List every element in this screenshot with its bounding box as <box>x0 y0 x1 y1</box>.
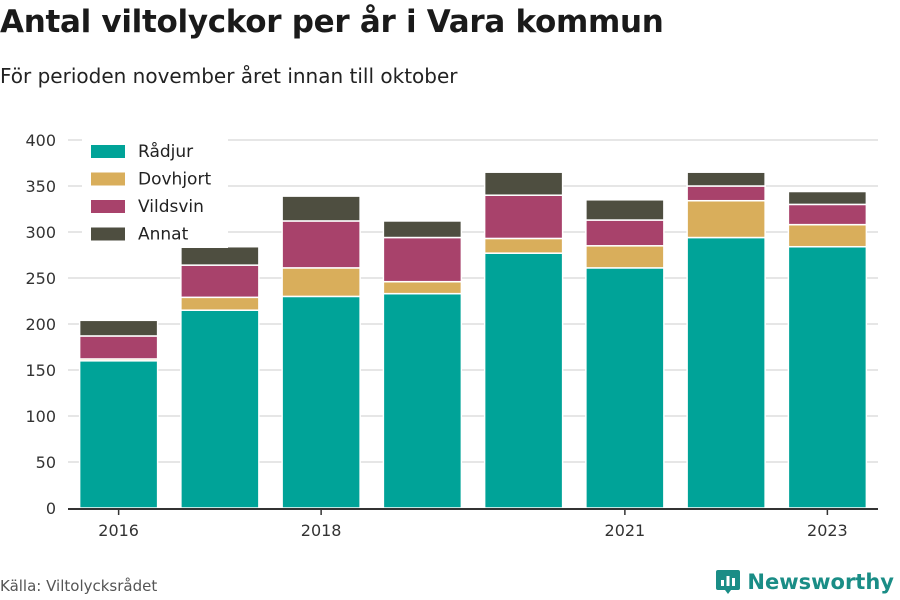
bar-segment-rådjur[interactable] <box>686 236 766 509</box>
bar-segment-vildsvin[interactable] <box>180 264 260 299</box>
bar-segment-vildsvin[interactable] <box>686 185 766 202</box>
bar-segment-vildsvin[interactable] <box>787 203 868 226</box>
bar-segment-dovhjort[interactable] <box>281 267 361 298</box>
legend-swatch <box>91 200 125 213</box>
bar-segment-rådjur[interactable] <box>281 295 361 509</box>
brand-logo[interactable]: Newsworthy <box>715 568 894 596</box>
chart-subtitle: För perioden november året innan till ok… <box>0 64 458 88</box>
y-tick-label: 300 <box>25 223 56 242</box>
x-tick-label: 2018 <box>301 521 342 540</box>
legend-label[interactable]: Annat <box>138 225 189 245</box>
brand-name: Newsworthy <box>747 570 894 594</box>
bar-segment-rådjur[interactable] <box>787 245 868 509</box>
bar-segment-annat[interactable] <box>483 171 564 196</box>
y-tick-label: 50 <box>36 453 56 472</box>
legend: Rådjur Dovhjort Vildsvin Annat <box>82 138 228 248</box>
legend-label[interactable]: Dovhjort <box>138 170 211 190</box>
source-note: Källa: Viltolycksrådet <box>0 577 158 595</box>
legend-swatch <box>91 145 125 158</box>
bar-segment-vildsvin[interactable] <box>585 219 665 247</box>
y-tick-label: 250 <box>25 269 56 288</box>
legend-label[interactable]: Vildsvin <box>138 197 204 217</box>
x-tick-label: 2021 <box>605 521 646 540</box>
bar-segment-dovhjort[interactable] <box>686 199 766 239</box>
y-tick-label: 350 <box>25 177 56 196</box>
bar-segment-rådjur[interactable] <box>180 309 260 509</box>
bar-segment-vildsvin[interactable] <box>483 194 564 240</box>
legend-label[interactable]: Rådjur <box>138 141 193 162</box>
y-tick-label: 0 <box>46 499 56 518</box>
y-tick-label: 400 <box>25 131 56 150</box>
bar-segment-annat[interactable] <box>585 199 665 221</box>
bar-segment-dovhjort[interactable] <box>382 280 463 295</box>
x-tick-label: 2023 <box>807 521 848 540</box>
bar-segment-dovhjort[interactable] <box>787 223 868 248</box>
y-tick-label: 200 <box>25 315 56 334</box>
y-tick-label: 100 <box>25 407 56 426</box>
y-tick-label: 150 <box>25 361 56 380</box>
bar-segment-annat[interactable] <box>78 319 159 337</box>
bar-segment-annat[interactable] <box>382 220 463 239</box>
x-axis-tick-labels: 2016 2018 2021 2023 <box>98 510 848 540</box>
bar-segment-vildsvin[interactable] <box>78 335 159 360</box>
x-tick-label: 2016 <box>98 521 139 540</box>
bar-segment-vildsvin[interactable] <box>281 220 361 269</box>
bars <box>78 171 868 509</box>
legend-swatch <box>91 172 125 186</box>
bar-segment-rådjur[interactable] <box>78 360 159 509</box>
bar-segment-annat[interactable] <box>787 190 868 206</box>
newsworthy-logo-icon <box>716 570 741 594</box>
y-axis-tick-labels: 0 50 100 150 200 250 300 350 400 <box>25 131 56 518</box>
bar-segment-dovhjort[interactable] <box>483 237 564 254</box>
bar-segment-annat[interactable] <box>281 195 361 222</box>
bar-segment-rådjur[interactable] <box>382 292 463 509</box>
bar-segment-rådjur[interactable] <box>483 252 564 509</box>
bar-segment-dovhjort[interactable] <box>180 296 260 311</box>
bar-segment-dovhjort[interactable] <box>585 245 665 269</box>
chart-title: Antal viltolyckor per år i Vara kommun <box>0 4 664 40</box>
bar-segment-rådjur[interactable] <box>585 267 665 509</box>
bar-segment-annat[interactable] <box>686 171 766 187</box>
legend-swatch <box>91 227 125 241</box>
bar-segment-vildsvin[interactable] <box>382 236 463 283</box>
bar-segment-annat[interactable] <box>180 245 260 266</box>
